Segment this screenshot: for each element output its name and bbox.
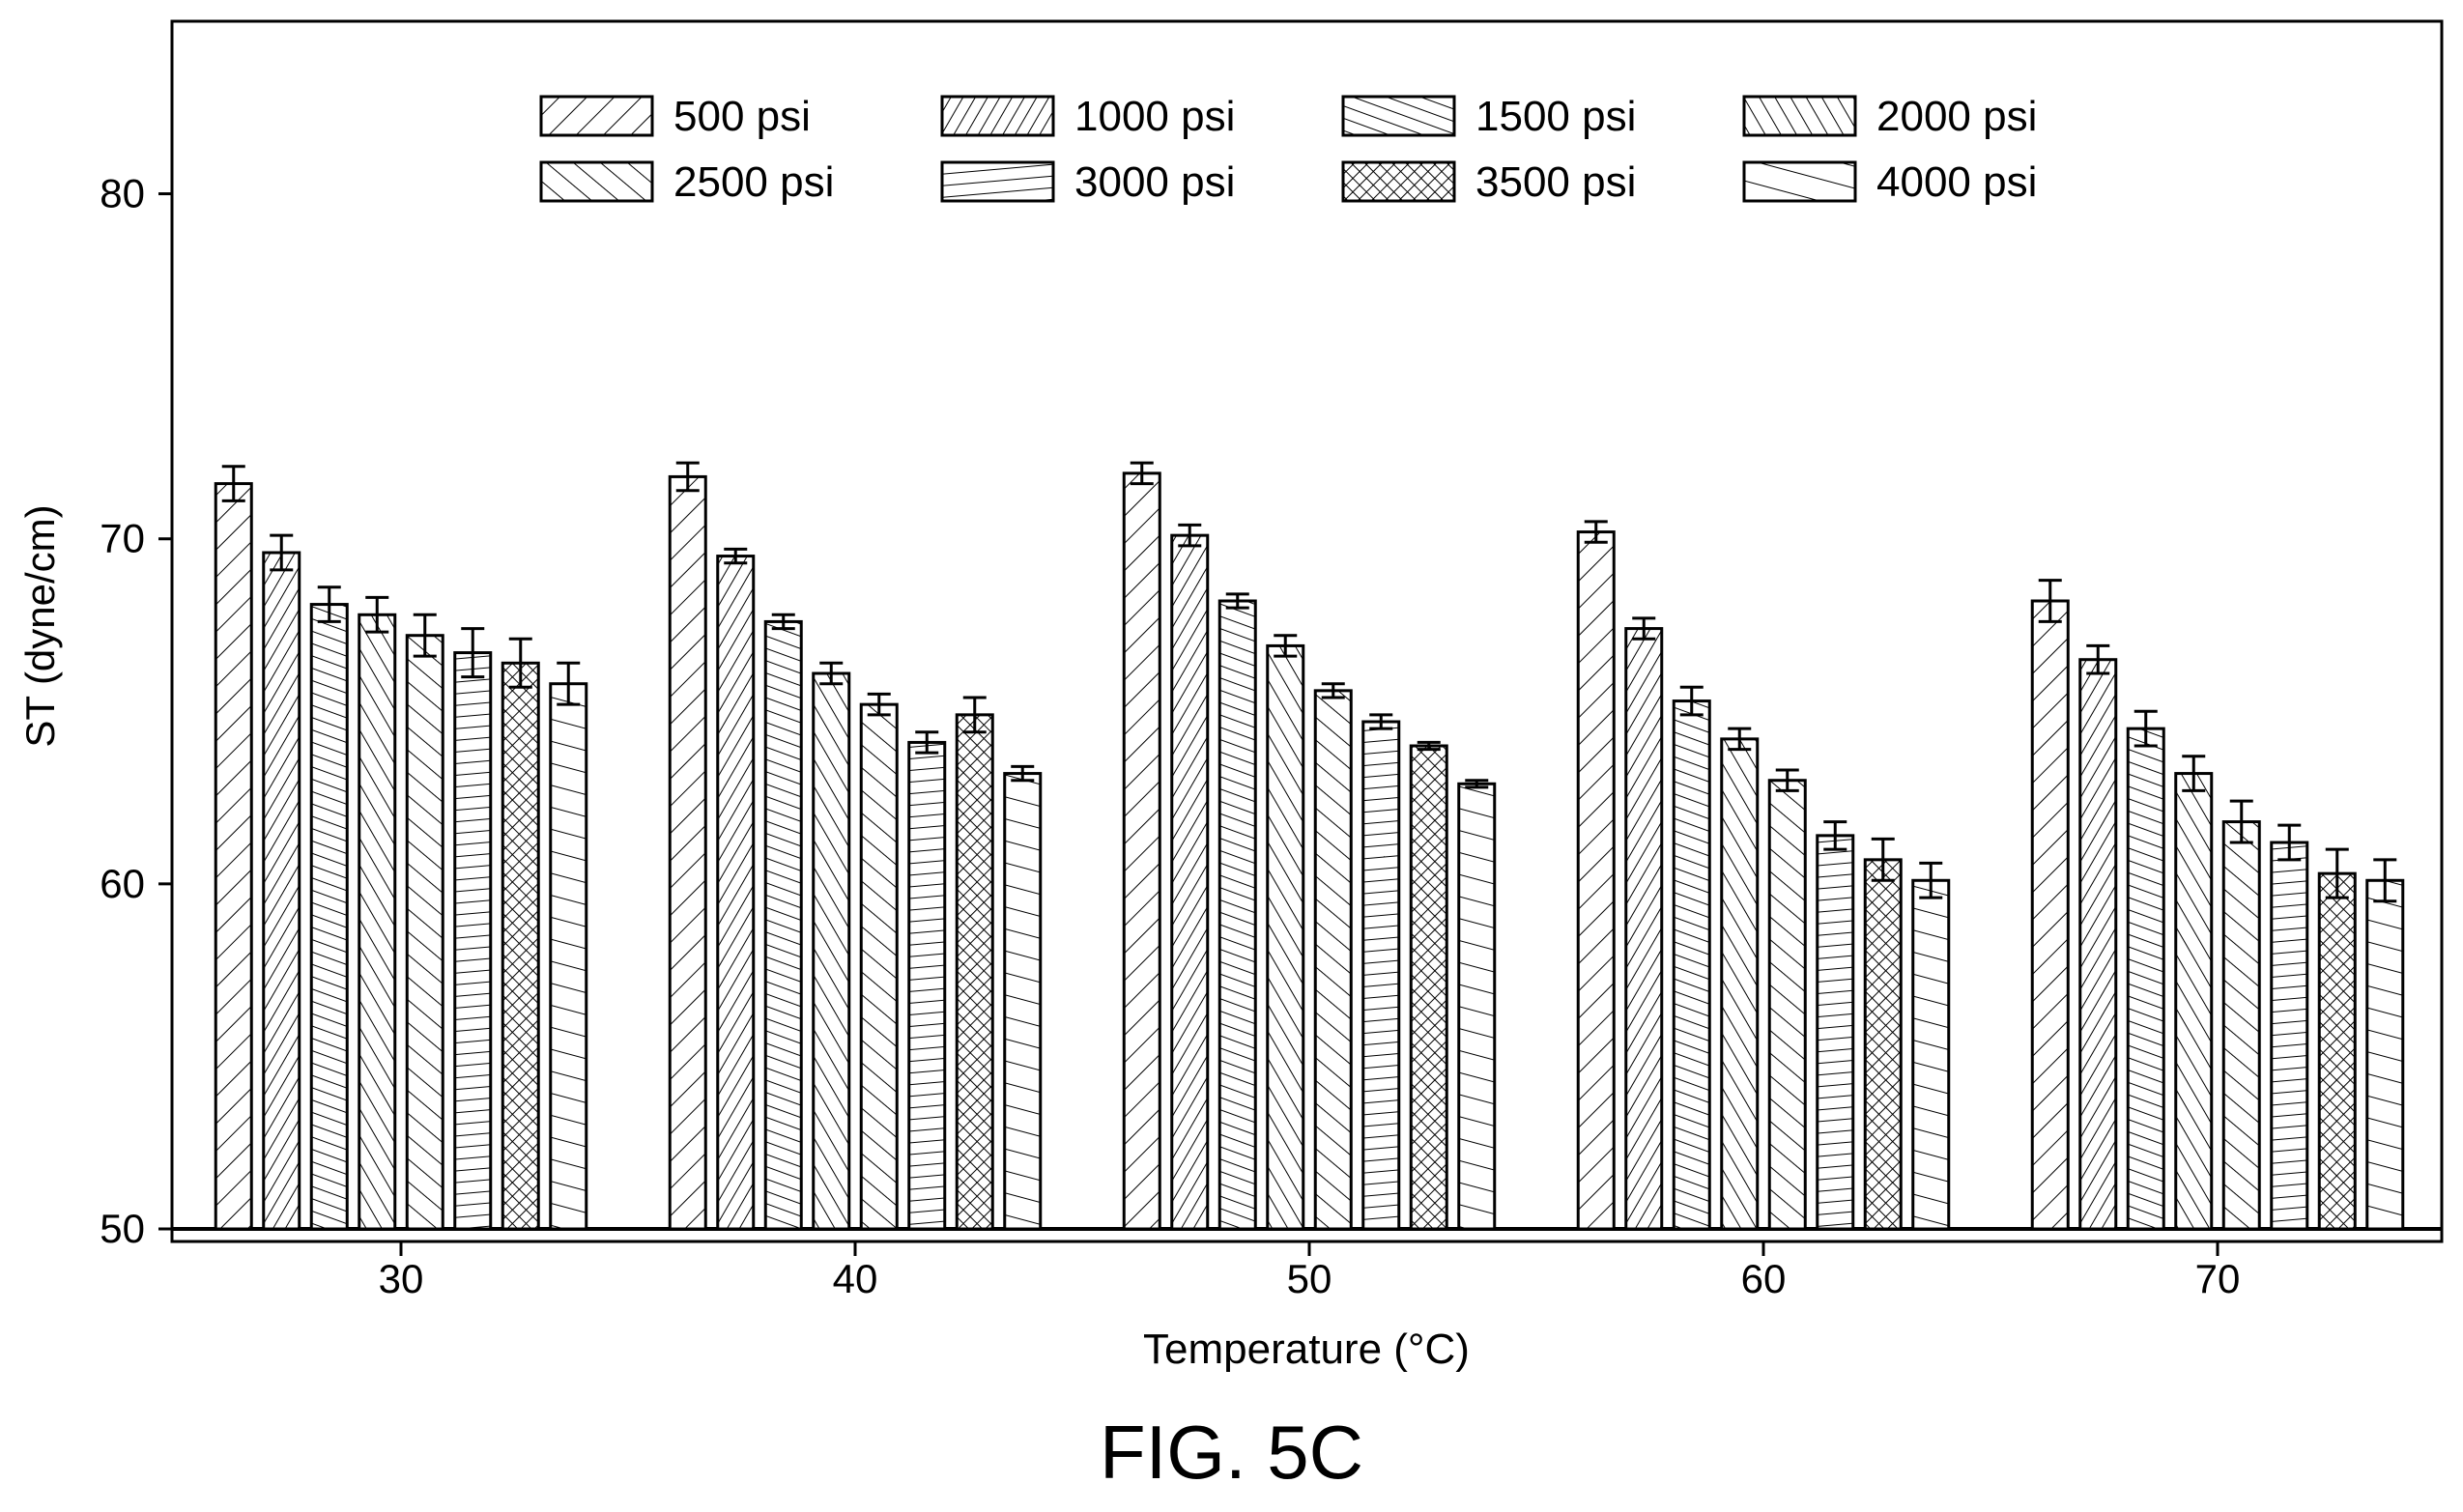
legend-swatch [539,160,654,203]
legend-item-500-psi: 500 psi [539,93,811,140]
legend-item-4000-psi: 4000 psi [1742,158,2037,206]
bar-60-4000-psi [1911,878,1951,1231]
bar-40-3000-psi [907,740,947,1231]
bar-40-500-psi [668,474,707,1231]
legend-label: 4000 psi [1876,158,2037,206]
x-tick-label: 40 [833,1256,878,1301]
legend-label: 2500 psi [673,158,834,206]
x-axis-label: Temperature (°C) [1143,1326,1470,1373]
bar-40-1000-psi [716,555,756,1231]
legend-label: 500 psi [673,93,811,140]
bar-30-3000-psi [453,651,493,1231]
figure-caption: FIG. 5C [1099,1410,1364,1495]
bar-30-4000-psi [549,682,588,1231]
bar-40-2500-psi [859,702,899,1231]
bar-40-3500-psi [955,713,994,1231]
x-axis: 30 40 50 60 70 [379,1241,2241,1301]
bar-70-3000-psi [2270,841,2309,1231]
bar-60-1000-psi [1624,627,1664,1231]
bar-70-500-psi [2030,599,2070,1231]
y-tick-label: 70 [100,516,145,561]
bar-50-3000-psi [1361,720,1401,1231]
x-tick-label: 60 [1741,1256,1787,1301]
bar-30-3500-psi [501,661,540,1231]
x-tick-label: 50 [1287,1256,1332,1301]
bar-50-2500-psi [1313,689,1353,1231]
legend-item-3000-psi: 3000 psi [940,158,1235,206]
x-tick-label: 30 [379,1256,424,1301]
legend-item-1500-psi: 1500 psi [1341,93,1636,140]
bar-70-2500-psi [2221,820,2261,1231]
y-axis: 50 60 70 80 [100,171,172,1251]
y-tick-label: 60 [100,861,145,906]
bar-70-2000-psi [2174,772,2214,1231]
y-tick-label: 80 [100,171,145,216]
legend-label: 3000 psi [1074,158,1235,206]
legend-label: 1500 psi [1475,93,1636,140]
plot-frame [170,19,2444,1243]
legend: 500 psi 1000 psi 1500 psi 2000 psi 2500 psi 3… [539,93,2037,206]
bar-60-1500-psi [1672,699,1711,1231]
bar-50-3500-psi [1409,744,1448,1231]
bar-40-4000-psi [1003,772,1043,1231]
bar-30-1500-psi [309,603,349,1231]
bar-60-3500-psi [1863,858,1903,1231]
bars [214,461,2405,1231]
legend-item-2500-psi: 2500 psi [539,158,834,206]
bar-30-500-psi [214,482,253,1231]
legend-swatch [940,95,1055,137]
legend-swatch [1341,95,1456,137]
x-tick-label: 70 [2195,1256,2241,1301]
legend-label: 3500 psi [1475,158,1636,206]
bar-70-1500-psi [2126,727,2165,1231]
bar-40-2000-psi [812,671,851,1231]
legend-swatch [1341,160,1456,203]
bar-70-1000-psi [2078,658,2118,1231]
bar-30-2000-psi [358,613,397,1231]
bar-60-3000-psi [1816,834,1855,1231]
bar-70-4000-psi [2365,878,2405,1231]
bar-30-1000-psi [262,551,301,1231]
bar-30-2500-psi [405,634,444,1231]
y-tick-label: 50 [100,1206,145,1251]
bar-50-1000-psi [1170,533,1210,1231]
bar-40-1500-psi [763,619,803,1231]
bar-50-500-psi [1122,471,1161,1231]
legend-item-1000-psi: 1000 psi [940,93,1235,140]
legend-label: 1000 psi [1074,93,1235,140]
y-axis-label: ST (dyne/cm) [17,504,63,747]
legend-swatch [940,160,1055,203]
bar-50-1500-psi [1217,599,1257,1231]
legend-swatch [1742,160,1857,203]
legend-label: 2000 psi [1876,93,2037,140]
legend-swatch [1742,95,1857,137]
bar-50-4000-psi [1457,782,1497,1231]
legend-item-2000-psi: 2000 psi [1742,93,2037,140]
legend-item-3500-psi: 3500 psi [1341,158,1636,206]
bar-50-2000-psi [1266,643,1305,1231]
bar-70-3500-psi [2317,871,2357,1231]
legend-swatch [539,95,654,137]
bar-60-2000-psi [1720,737,1760,1231]
bar-60-500-psi [1576,530,1616,1231]
bar-60-2500-psi [1767,779,1807,1231]
